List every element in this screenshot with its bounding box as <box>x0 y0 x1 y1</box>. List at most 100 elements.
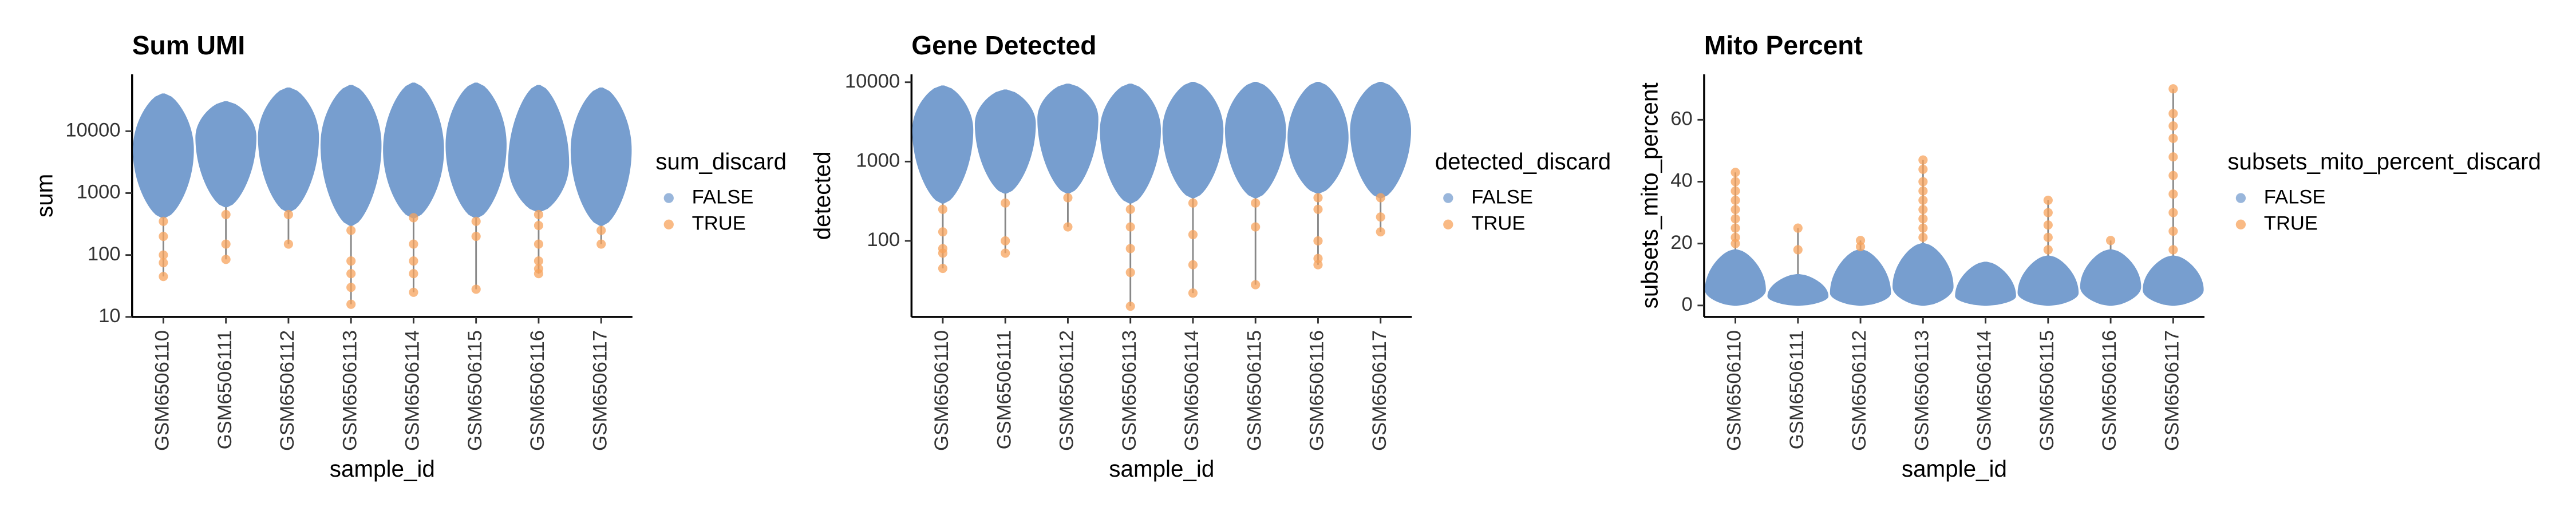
discard-point <box>2168 189 2178 199</box>
y-tick-label: 20 <box>1670 232 1693 253</box>
discard-point <box>938 204 948 214</box>
discard-point <box>1313 236 1323 246</box>
violin <box>1955 262 2016 306</box>
discard-point <box>2168 152 2178 162</box>
legend-label: FALSE <box>2264 186 2326 208</box>
discard-point <box>2043 220 2053 230</box>
discard-point <box>1918 155 1928 165</box>
discard-point <box>2168 109 2178 118</box>
discard-point <box>409 213 418 223</box>
discard-point <box>1793 223 1803 233</box>
x-tick-label: GSM6506116 <box>1306 330 1328 451</box>
discard-point <box>159 272 168 282</box>
discard-point <box>346 299 356 309</box>
discard-point <box>471 284 481 294</box>
discard-point <box>1376 212 1385 222</box>
discard-point <box>534 256 544 266</box>
x-tick-label: GSM6506114 <box>1181 330 1203 451</box>
discard-point <box>159 231 168 241</box>
discard-point <box>1188 288 1198 298</box>
discard-point <box>1918 177 1928 187</box>
discard-point <box>1125 204 1135 214</box>
discard-point <box>1730 214 1740 224</box>
discard-point <box>221 239 231 249</box>
y-tick-label: 10000 <box>65 119 120 141</box>
discard-point <box>1001 236 1010 246</box>
discard-point <box>159 258 168 268</box>
violin <box>2080 249 2142 306</box>
violin <box>320 85 382 226</box>
x-tick-label: GSM6506115 <box>2036 330 2058 451</box>
violin <box>445 82 507 219</box>
legend-swatch <box>2235 193 2246 203</box>
legend-swatch <box>663 219 674 229</box>
x-tick-label: GSM6506110 <box>152 330 173 451</box>
discard-point <box>2043 232 2053 242</box>
discard-point <box>1918 164 1928 174</box>
discard-point <box>409 239 418 249</box>
violin <box>133 93 194 219</box>
discard-point <box>1793 245 1803 255</box>
discard-point <box>1376 193 1385 203</box>
x-tick-label: GSM6506117 <box>1369 330 1390 451</box>
discard-point <box>2043 195 2053 205</box>
discard-point <box>1188 260 1198 270</box>
x-tick-label: GSM6506113 <box>339 330 361 451</box>
discard-point <box>1063 193 1073 203</box>
legend-title: sum_discard <box>655 148 787 175</box>
discard-point <box>938 227 948 237</box>
discard-point <box>283 239 293 249</box>
legend-label: FALSE <box>1471 186 1533 208</box>
discard-point <box>346 283 356 292</box>
discard-point <box>1918 223 1928 233</box>
x-tick-label: GSM6506115 <box>1243 330 1265 451</box>
discard-point <box>938 248 948 258</box>
discard-point <box>2106 236 2116 245</box>
y-axis-title: detected <box>809 151 835 240</box>
discard-point <box>534 220 544 231</box>
discard-point <box>2168 84 2178 94</box>
discard-point <box>1188 198 1198 208</box>
x-tick-label: GSM6506117 <box>589 330 611 451</box>
x-axis-title: sample_id <box>1902 455 2007 482</box>
x-axis-title: sample_id <box>1109 455 1214 482</box>
discard-point <box>938 263 948 274</box>
x-tick-label: GSM6506115 <box>464 330 486 451</box>
y-axis-title: subsets_mito_percent <box>1636 82 1662 308</box>
discard-point <box>1730 223 1740 233</box>
discard-point <box>1730 232 1740 242</box>
violin <box>570 87 632 226</box>
legend-label: TRUE <box>692 212 746 234</box>
discard-point <box>346 225 356 235</box>
discard-point <box>1001 248 1010 258</box>
violin <box>1100 84 1161 204</box>
discard-point <box>1376 227 1385 237</box>
discard-point <box>1918 186 1928 196</box>
discard-point <box>1313 204 1323 214</box>
discard-point <box>1730 205 1740 215</box>
discard-point <box>1730 186 1740 196</box>
y-tick-label: 0 <box>1681 294 1692 315</box>
violin <box>912 85 974 204</box>
discard-point <box>534 269 544 279</box>
x-tick-label: GSM6506112 <box>1848 330 1870 451</box>
x-axis-title: sample_id <box>330 455 435 482</box>
legend-title: detected_discard <box>1435 148 1611 175</box>
discard-point <box>409 269 418 279</box>
discard-point <box>1313 260 1323 270</box>
discard-point <box>1918 232 1928 242</box>
discard-point <box>1125 222 1135 232</box>
discard-point <box>346 269 356 279</box>
y-tick-label: 10 <box>98 305 121 327</box>
discard-point <box>2168 245 2178 255</box>
y-tick-label: 1000 <box>77 181 121 203</box>
violin <box>383 82 444 219</box>
x-tick-label: GSM6506114 <box>402 330 424 451</box>
x-tick-label: GSM6506116 <box>2099 330 2120 451</box>
discard-point <box>346 256 356 266</box>
violin <box>2017 255 2079 306</box>
violin <box>1767 274 1829 306</box>
y-tick-label: 100 <box>88 243 121 265</box>
y-tick-label: 40 <box>1670 170 1693 192</box>
